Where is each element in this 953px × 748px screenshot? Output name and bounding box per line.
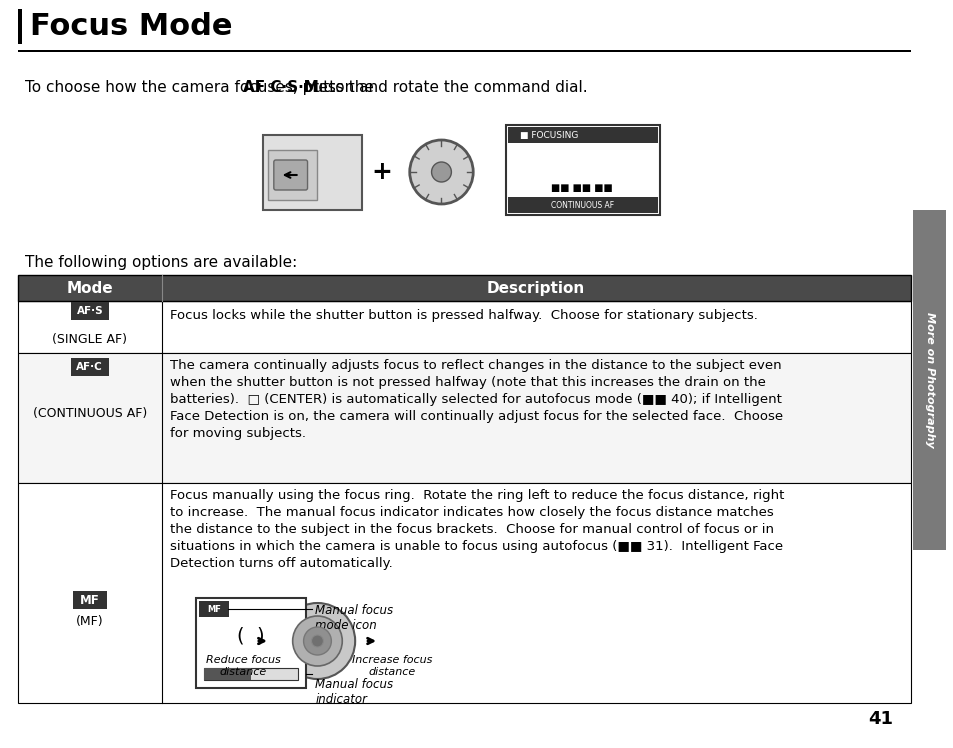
Text: ■■ ■■ ■■: ■■ ■■ ■■ — [551, 183, 613, 193]
Bar — [263, 135, 362, 210]
Bar — [196, 598, 305, 688]
Bar — [18, 9, 22, 44]
Text: button and rotate the command dial.: button and rotate the command dial. — [298, 80, 587, 95]
FancyBboxPatch shape — [71, 358, 109, 376]
Text: Increase focus
distance: Increase focus distance — [352, 655, 432, 677]
Bar — [912, 210, 945, 550]
Text: Mode: Mode — [67, 280, 113, 295]
Text: More on Photography: More on Photography — [923, 312, 934, 448]
Text: AF·C: AF·C — [76, 362, 103, 372]
FancyBboxPatch shape — [274, 160, 307, 190]
Bar — [268, 150, 317, 200]
Circle shape — [431, 162, 451, 182]
Text: To choose how the camera focuses, press the: To choose how the camera focuses, press … — [25, 80, 378, 95]
Circle shape — [293, 616, 342, 666]
Text: AF C·S·M: AF C·S·M — [243, 80, 318, 95]
Text: AF·S: AF·S — [76, 306, 103, 316]
Circle shape — [312, 635, 323, 647]
Text: The camera continually adjusts focus to reflect changes in the distance to the s: The camera continually adjusts focus to … — [170, 359, 782, 440]
Text: Focus manually using the focus ring.  Rotate the ring left to reduce the focus d: Focus manually using the focus ring. Rot… — [170, 489, 783, 570]
Bar — [18, 275, 910, 301]
Text: Manual focus
mode icon: Manual focus mode icon — [315, 604, 394, 632]
Text: MF: MF — [207, 604, 221, 613]
Text: (  ): ( ) — [237, 627, 265, 646]
Text: Focus locks while the shutter button is pressed halfway.  Choose for stationary : Focus locks while the shutter button is … — [170, 309, 757, 322]
Bar — [18, 483, 910, 703]
Bar — [18, 301, 910, 353]
Text: Description: Description — [487, 280, 585, 295]
Text: (SINGLE AF): (SINGLE AF) — [52, 333, 127, 346]
Circle shape — [303, 627, 331, 655]
FancyBboxPatch shape — [71, 302, 109, 320]
Text: CONTINUOUS AF: CONTINUOUS AF — [550, 200, 614, 209]
Bar — [18, 50, 910, 52]
Text: 41: 41 — [867, 710, 892, 728]
Text: Reduce focus
distance: Reduce focus distance — [206, 655, 280, 677]
Bar — [204, 668, 251, 680]
Bar — [204, 668, 297, 680]
Text: (CONTINUOUS AF): (CONTINUOUS AF) — [32, 406, 147, 420]
Circle shape — [409, 140, 473, 204]
Text: ■ FOCUSING: ■ FOCUSING — [519, 130, 578, 139]
FancyBboxPatch shape — [72, 591, 107, 609]
Text: Focus Mode: Focus Mode — [30, 11, 232, 40]
Circle shape — [279, 603, 355, 679]
Text: +: + — [371, 160, 392, 184]
Bar — [505, 125, 659, 215]
FancyBboxPatch shape — [199, 601, 229, 617]
Bar — [507, 127, 657, 143]
Text: Manual focus
indicator: Manual focus indicator — [315, 678, 394, 706]
Bar — [0, 0, 912, 52]
Text: (MF): (MF) — [76, 616, 104, 628]
Bar — [507, 197, 657, 213]
Text: The following options are available:: The following options are available: — [25, 255, 296, 270]
Text: MF: MF — [80, 593, 99, 607]
Bar — [18, 353, 910, 483]
